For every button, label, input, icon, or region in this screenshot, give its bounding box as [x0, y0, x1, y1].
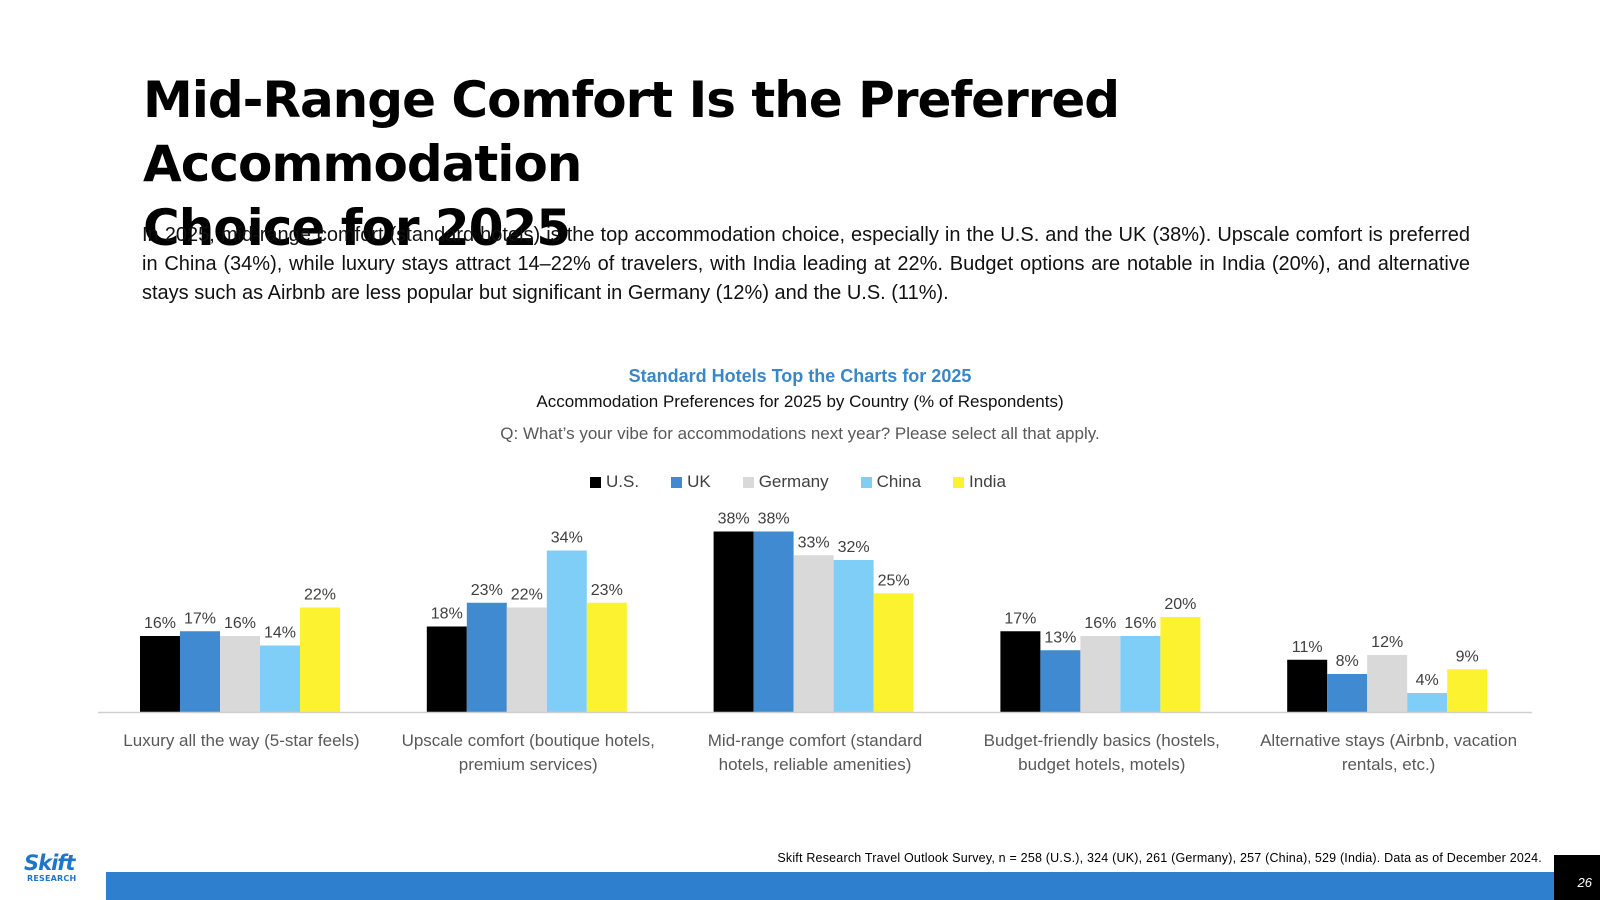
bar-uk-5	[1327, 674, 1368, 712]
data-label-india-3: 25%	[878, 572, 910, 589]
data-label-germany-4: 16%	[1084, 615, 1116, 632]
legend-swatch	[671, 476, 683, 488]
data-label-india-5: 9%	[1456, 648, 1479, 665]
data-label-uk-1: 17%	[184, 610, 216, 627]
bar-u-s-2	[426, 626, 467, 712]
bar-china-5	[1407, 693, 1448, 712]
bar-india-3	[873, 593, 914, 712]
bar-u-s-3	[713, 531, 754, 712]
category-label-2: premium services)	[459, 755, 598, 774]
bar-china-3	[833, 560, 874, 712]
bar-germany-5	[1367, 655, 1408, 712]
category-label-3: Mid-range comfort (standard	[708, 731, 922, 750]
bar-china-1	[260, 645, 300, 712]
logo-wordmark: Skift	[24, 851, 75, 875]
data-label-germany-2: 22%	[511, 587, 543, 604]
category-label-2: Upscale comfort (boutique hotels,	[402, 731, 655, 750]
legend-swatch	[742, 476, 754, 488]
legend-label: China	[876, 472, 922, 491]
data-label-uk-4: 13%	[1044, 629, 1076, 646]
bar-u-s-1	[140, 636, 180, 712]
legend-item-uk: UK	[671, 472, 711, 492]
skift-research-logo: Skift RESEARCH	[24, 852, 82, 888]
category-label-4: Budget-friendly basics (hostels,	[984, 731, 1220, 750]
legend-item-china: China	[860, 472, 922, 492]
legend-swatch	[860, 476, 872, 488]
chart-title: Standard Hotels Top the Charts for 2025	[628, 366, 972, 386]
data-label-china-2: 34%	[551, 530, 583, 547]
data-label-u-s-5: 11%	[1292, 639, 1323, 656]
data-label-india-2: 23%	[591, 582, 623, 599]
bar-india-2	[586, 602, 627, 712]
bar-germany-3	[793, 555, 834, 712]
slide-title-line-2: Choice for 2025	[143, 199, 571, 257]
data-label-u-s-3: 38%	[718, 511, 750, 528]
data-label-india-4: 20%	[1164, 596, 1196, 613]
data-label-u-s-1: 16%	[144, 615, 176, 632]
category-label-4: budget hotels, motels)	[1018, 755, 1185, 774]
legend-label: U.S.	[606, 472, 640, 491]
data-label-u-s-4: 17%	[1004, 610, 1036, 627]
bar-germany-1	[220, 636, 260, 712]
bar-uk-3	[753, 531, 794, 712]
legend-item-germany: Germany	[742, 472, 829, 492]
data-label-uk-5: 8%	[1336, 653, 1359, 670]
data-label-india-1: 22%	[304, 587, 336, 604]
bar-u-s-5	[1287, 659, 1328, 712]
legend-label: UK	[687, 472, 711, 491]
chart-subtitle: Accommodation Preferences for 2025 by Co…	[536, 392, 1064, 411]
slide-title-line-1: Mid-Range Comfort Is the Preferred Accom…	[143, 71, 1120, 193]
bar-china-4	[1120, 636, 1161, 712]
bar-india-4	[1160, 617, 1201, 712]
bar-india-1	[300, 607, 340, 712]
category-label-5: rentals, etc.)	[1342, 755, 1436, 774]
data-label-china-3: 32%	[838, 539, 870, 556]
bar-germany-4	[1080, 636, 1121, 712]
data-label-germany-5: 12%	[1371, 634, 1403, 651]
legend-item-u-s: U.S.	[590, 472, 639, 492]
legend-swatch	[590, 476, 601, 488]
category-label-1: Luxury all the way (5-star feels)	[123, 731, 359, 750]
data-label-china-1: 14%	[264, 625, 296, 642]
bar-china-2	[546, 550, 587, 712]
bar-germany-2	[506, 607, 547, 712]
bar-u-s-4	[1000, 631, 1041, 712]
footer-bar	[106, 872, 1554, 900]
legend-item-india: India	[953, 472, 1006, 492]
legend-label: India	[969, 472, 1006, 491]
source-footnote: Skift Research Travel Outlook Survey, n …	[777, 851, 1542, 865]
legend-label: Germany	[758, 472, 829, 491]
bar-india-5	[1447, 669, 1488, 712]
page-number-box: 26	[1554, 855, 1600, 900]
slide-title: Mid-Range Comfort Is the Preferred Accom…	[143, 68, 1523, 260]
data-label-uk-2: 23%	[471, 582, 503, 599]
summary-paragraph: In 2025, mid-range comfort (standard hot…	[142, 224, 1470, 304]
bar-uk-1	[180, 631, 220, 712]
data-label-germany-1: 16%	[224, 615, 256, 632]
legend-swatch	[953, 476, 965, 488]
bar-uk-4	[1040, 650, 1081, 712]
category-label-3: hotels, reliable amenities)	[719, 755, 912, 774]
category-label-5: Alternative stays (Airbnb, vacation	[1260, 731, 1517, 750]
data-label-china-5: 4%	[1416, 672, 1439, 689]
page-number: 26	[1577, 875, 1592, 890]
chart-legend: U.S. UK Germany China India	[590, 472, 1006, 492]
data-label-china-4: 16%	[1124, 615, 1156, 632]
bar-uk-2	[466, 602, 507, 712]
logo-subtext: RESEARCH	[27, 874, 77, 883]
data-label-uk-3: 38%	[758, 511, 790, 528]
bar-chart: 16% 17% 16% 14% 22% Luxury all the way (5-sta…	[98, 511, 1532, 774]
data-label-u-s-2: 18%	[431, 606, 463, 623]
data-label-germany-3: 33%	[798, 534, 830, 551]
chart-question: Q: What’s your vibe for accommodations n…	[500, 424, 1100, 443]
